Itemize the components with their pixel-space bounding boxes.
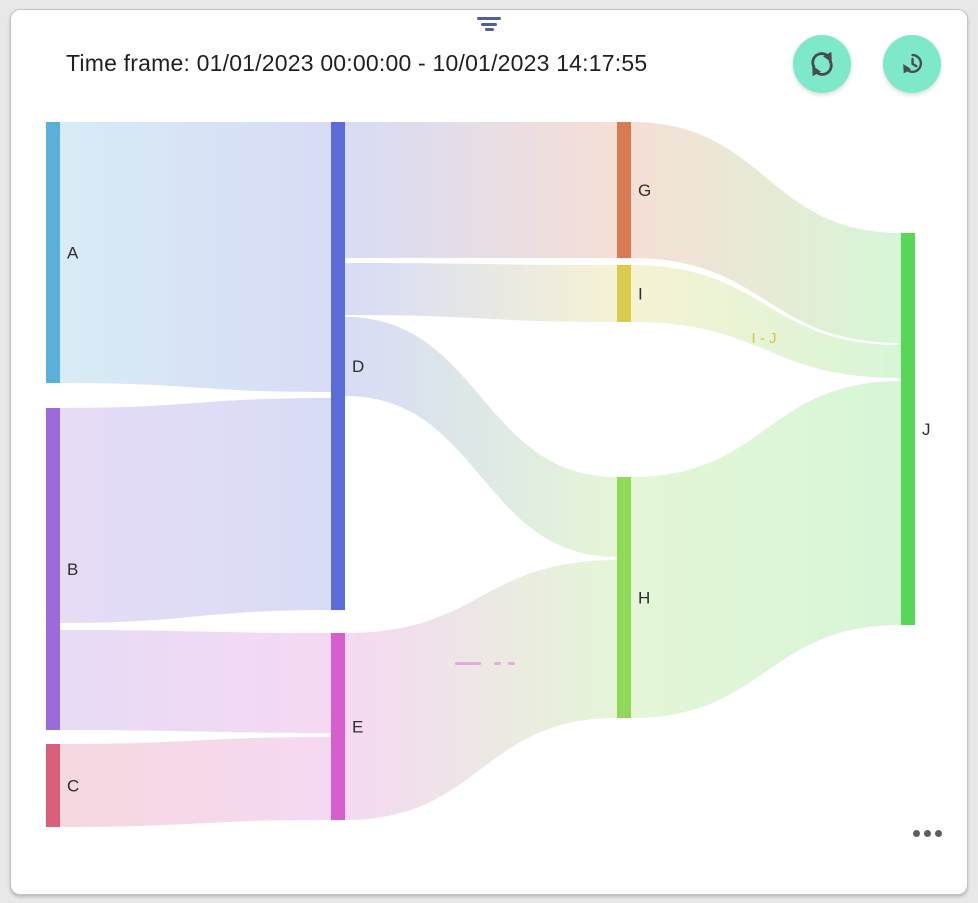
node-label-I: I <box>638 285 643 304</box>
sankey-node-G[interactable] <box>617 122 631 258</box>
link-label-artifact <box>508 662 515 665</box>
sankey-node-H[interactable] <box>617 477 631 718</box>
node-label-C: C <box>67 777 79 796</box>
node-label-J: J <box>922 420 931 439</box>
ellipsis-icon <box>935 830 942 837</box>
sankey-link-D-I[interactable] <box>345 263 617 322</box>
sankey-link-D-G[interactable] <box>345 122 617 258</box>
node-label-H: H <box>638 589 650 608</box>
link-label: I - J <box>752 330 777 347</box>
sankey-link-D-H[interactable] <box>345 317 617 557</box>
link-label-artifact <box>494 662 501 665</box>
sankey-node-E[interactable] <box>331 633 345 820</box>
filter-icon-bar <box>477 17 501 20</box>
sankey-node-J[interactable] <box>901 233 915 625</box>
node-label-D: D <box>352 357 364 376</box>
sankey-link-I-J[interactable] <box>631 265 901 378</box>
sankey-node-A[interactable] <box>46 122 60 383</box>
sankey-link-H-J[interactable] <box>631 381 901 718</box>
refresh-button[interactable] <box>793 35 851 93</box>
history-button[interactable] <box>883 35 941 93</box>
sankey-node-D[interactable] <box>331 122 345 610</box>
sankey-link-B-E[interactable] <box>60 630 331 733</box>
time-frame-title: Time frame: 01/01/2023 00:00:00 - 10/01/… <box>66 50 648 76</box>
sankey-node-I[interactable] <box>617 265 631 322</box>
node-label-B: B <box>67 560 78 579</box>
filter-icon-bar <box>481 22 497 26</box>
ellipsis-icon <box>924 830 931 837</box>
node-label-G: G <box>638 181 651 200</box>
sankey-node-B[interactable] <box>46 408 60 730</box>
more-options-button[interactable] <box>910 827 945 840</box>
ellipsis-icon <box>913 830 920 837</box>
history-icon <box>903 53 923 74</box>
sankey-link-A-D[interactable] <box>60 122 331 392</box>
sankey-link-G-J[interactable] <box>631 122 901 343</box>
sankey-link-B-D[interactable] <box>60 398 331 623</box>
refresh-icon <box>811 51 833 77</box>
sankey-link-E-H[interactable] <box>345 560 617 820</box>
link-label-artifact <box>455 662 481 665</box>
filter-icon[interactable] <box>471 15 507 33</box>
filter-icon-bar <box>484 28 494 31</box>
node-label-A: A <box>67 244 79 263</box>
header-buttons <box>793 35 941 93</box>
node-label-E: E <box>352 718 363 737</box>
sankey-node-C[interactable] <box>46 744 60 827</box>
sankey-link-C-E[interactable] <box>60 737 331 827</box>
